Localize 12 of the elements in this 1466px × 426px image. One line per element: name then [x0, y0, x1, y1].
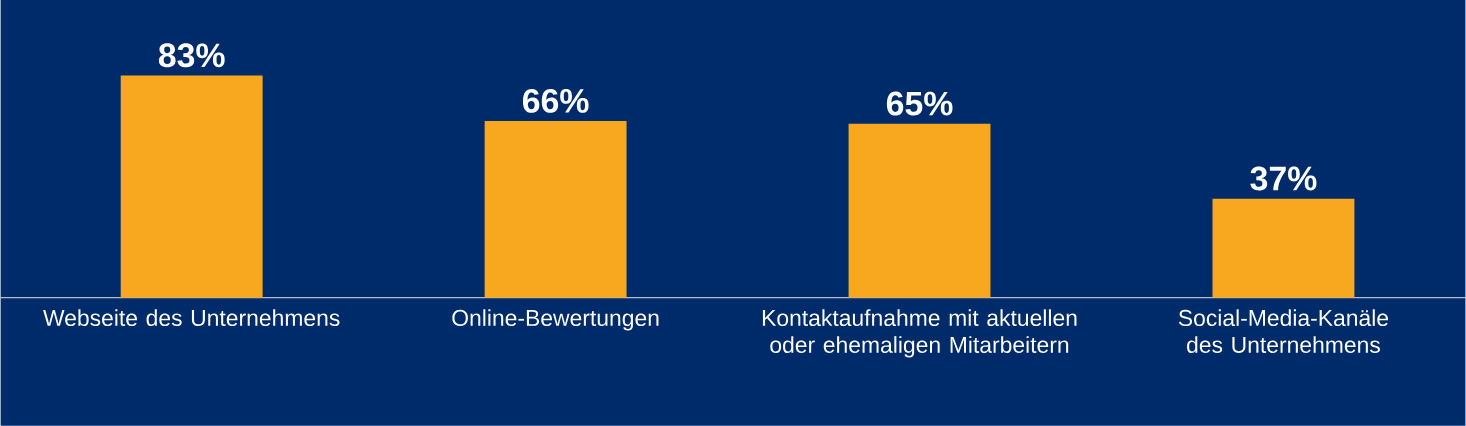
- data-label: 65%: [886, 91, 953, 116]
- x-tick-label: Social-Media-Kanäle des Unternehmens: [1178, 309, 1389, 354]
- data-label: 66%: [522, 89, 589, 114]
- x-tick-label: Kontaktaufnahme mit aktuellen oder ehemaligen Mitarbeitern: [762, 309, 1077, 358]
- bar: [848, 123, 991, 298]
- bar: [484, 121, 627, 298]
- data-label: 83%: [158, 43, 225, 68]
- data-label: 37%: [1250, 166, 1317, 191]
- bar: [120, 75, 263, 298]
- x-tick-label: Webseite des Unternehmens: [43, 309, 340, 327]
- x-tick-label: Online-Bewertungen: [452, 309, 659, 331]
- bar: [1212, 198, 1355, 298]
